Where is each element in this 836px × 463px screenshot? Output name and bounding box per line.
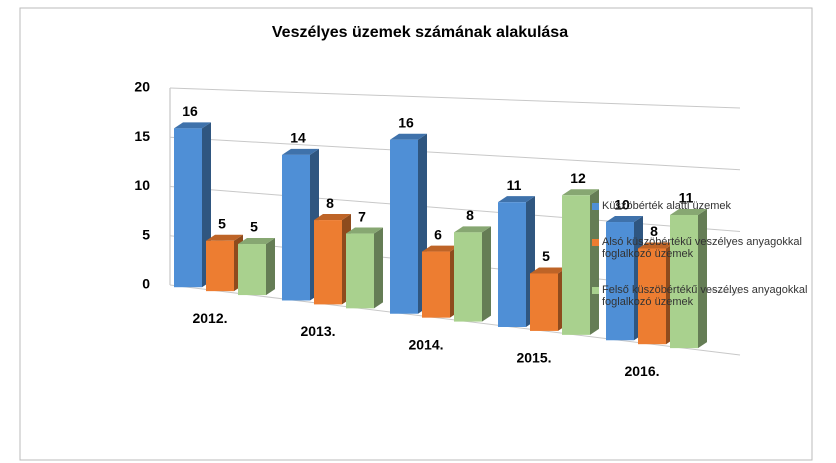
bar-top: [530, 267, 567, 274]
data-label: 10: [614, 197, 630, 213]
legend-item: Felső küszöbértékű veszélyes anyagokkal …: [592, 284, 822, 308]
bar-front: [238, 244, 266, 296]
bar-front: [606, 222, 634, 341]
bar-front: [174, 128, 202, 288]
bar: [670, 208, 707, 349]
data-label: 5: [542, 248, 550, 264]
data-label: 6: [434, 226, 442, 242]
bar-top: [206, 234, 243, 241]
legend-item: Alsó küszöbértékű veszélyes anyagokkal f…: [592, 236, 822, 260]
y-tick-label: 10: [134, 177, 150, 193]
bar-top: [390, 133, 427, 140]
bar: [174, 122, 211, 288]
grid-line: [169, 87, 741, 109]
bar: [282, 148, 319, 301]
bar-top: [346, 227, 383, 234]
legend-label: Alsó küszöbértékű veszélyes anyagokkal f…: [602, 236, 802, 260]
bar-side: [590, 189, 599, 335]
x-tick-label: 2014.: [408, 336, 443, 352]
bar-top: [606, 216, 643, 223]
legend-swatch: [592, 287, 599, 294]
bar-top: [638, 242, 675, 249]
x-tick-label: 2013.: [300, 323, 335, 339]
x-tick-label: 2016.: [624, 363, 659, 379]
bar: [346, 227, 383, 309]
bar-side: [698, 208, 707, 349]
bar: [530, 267, 567, 331]
legend-swatch: [592, 203, 599, 210]
bar-top: [498, 196, 535, 203]
bar-side: [374, 227, 383, 309]
bar-front: [530, 273, 558, 331]
data-label: 8: [650, 223, 658, 239]
y-tick-label: 20: [134, 79, 150, 95]
bar: [422, 245, 459, 318]
bar-front: [498, 202, 526, 327]
bar-top: [670, 208, 707, 215]
bar: [238, 238, 275, 296]
legend-label: Küszöbérték alatti üzemek: [602, 200, 732, 212]
bar: [206, 234, 243, 292]
data-label: 12: [570, 170, 586, 186]
data-label: 8: [326, 195, 334, 211]
data-label: 16: [398, 114, 414, 130]
legend-swatch: [592, 239, 599, 246]
bar: [390, 133, 427, 314]
bar-top: [282, 148, 319, 155]
bar-top: [238, 238, 275, 245]
bar-top: [454, 226, 491, 233]
bar: [454, 226, 491, 322]
bar-front: [638, 248, 666, 345]
legend-item: Küszöbérték alatti üzemek: [592, 200, 822, 212]
bar-top: [174, 122, 211, 129]
legend-label: Felső küszöbértékű veszélyes anyagokkal …: [602, 284, 808, 308]
x-tick-label: 2015.: [516, 350, 551, 366]
bar-front: [422, 251, 450, 318]
data-label: 7: [358, 208, 366, 224]
chart-title: Veszélyes üzemek számának alakulása: [272, 24, 568, 41]
data-label: 11: [679, 190, 694, 206]
bar-side: [482, 226, 491, 322]
grid-line: [169, 186, 741, 232]
data-label: 16: [182, 103, 198, 119]
bar-front: [346, 233, 374, 309]
y-tick-label: 15: [134, 128, 150, 144]
data-label: 11: [507, 177, 522, 193]
bar: [606, 216, 643, 341]
data-label: 8: [466, 207, 474, 223]
y-tick-label: 5: [142, 226, 150, 242]
bar-side: [266, 238, 275, 296]
bar-front: [390, 139, 418, 314]
bar-front: [670, 214, 698, 349]
bar-front: [282, 154, 310, 301]
bar-top: [422, 245, 459, 252]
bar: [562, 189, 599, 335]
bar-top: [314, 214, 351, 221]
grid-line: [169, 136, 741, 171]
data-label: 5: [250, 219, 258, 235]
data-label: 5: [218, 215, 226, 231]
bar-front: [454, 232, 482, 322]
bar: [314, 214, 351, 305]
x-tick-label: 2012.: [192, 310, 227, 326]
data-label: 14: [290, 130, 306, 146]
bar-front: [314, 220, 342, 305]
bar-front: [562, 195, 590, 335]
bar-front: [206, 240, 234, 292]
y-tick-label: 0: [142, 276, 150, 292]
bar-top: [562, 189, 599, 196]
bar: [498, 196, 535, 327]
